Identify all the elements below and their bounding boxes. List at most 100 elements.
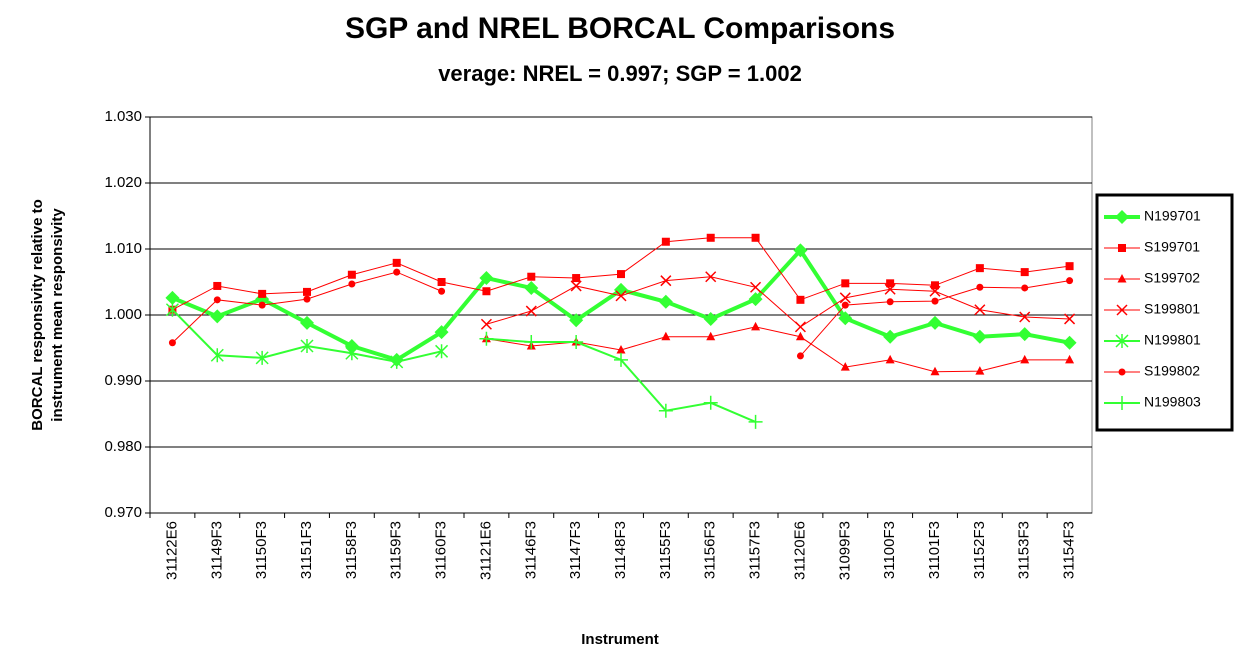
marker bbox=[706, 331, 716, 341]
marker bbox=[706, 233, 715, 242]
marker bbox=[796, 295, 805, 304]
x-tick-label: 31151F3 bbox=[298, 521, 315, 579]
marker bbox=[1066, 277, 1074, 285]
marker bbox=[348, 280, 356, 288]
marker bbox=[569, 313, 584, 328]
legend-label: N199803 bbox=[1144, 394, 1201, 410]
marker bbox=[1020, 354, 1030, 364]
legend-marker bbox=[1118, 368, 1126, 376]
marker bbox=[884, 283, 896, 295]
marker bbox=[392, 258, 401, 267]
x-tick-label: 31153F3 bbox=[1016, 521, 1033, 579]
x-tick-label: 31146F3 bbox=[522, 521, 539, 579]
y-axis-title: BORCAL responsivity relative to bbox=[29, 199, 46, 430]
marker bbox=[796, 352, 804, 360]
y-tick-label: 1.010 bbox=[104, 240, 142, 257]
marker bbox=[1065, 262, 1074, 271]
marker bbox=[748, 414, 763, 429]
marker bbox=[255, 350, 269, 365]
marker bbox=[303, 287, 311, 296]
marker bbox=[705, 271, 717, 283]
marker bbox=[390, 354, 404, 369]
x-tick-label: 31155F3 bbox=[657, 521, 674, 579]
x-tick-label: 31121E6 bbox=[477, 521, 494, 580]
legend-label: S199801 bbox=[1144, 301, 1200, 317]
marker bbox=[748, 292, 763, 307]
x-tick-label: 31148F3 bbox=[612, 521, 629, 579]
marker bbox=[883, 329, 898, 344]
y-tick-label: 0.970 bbox=[104, 504, 142, 521]
legend-label: S199701 bbox=[1144, 239, 1200, 255]
marker bbox=[1021, 284, 1029, 292]
x-tick-label: 31158F3 bbox=[343, 521, 360, 579]
marker bbox=[168, 339, 176, 347]
legend-label: S199802 bbox=[1144, 363, 1200, 379]
legend-marker bbox=[1115, 210, 1129, 224]
legend-marker bbox=[1115, 334, 1129, 348]
x-tick-label: 31122E6 bbox=[163, 521, 180, 580]
marker bbox=[661, 331, 671, 341]
marker bbox=[213, 296, 221, 304]
marker bbox=[572, 274, 581, 283]
marker bbox=[1020, 268, 1029, 277]
marker bbox=[569, 335, 584, 350]
x-tick-label: 31101F3 bbox=[926, 521, 943, 579]
marker bbox=[1019, 311, 1031, 323]
marker bbox=[345, 346, 359, 361]
marker bbox=[974, 304, 986, 316]
marker bbox=[210, 348, 224, 363]
x-tick-label: 31160F3 bbox=[433, 521, 450, 579]
marker bbox=[976, 283, 984, 291]
marker bbox=[750, 281, 762, 293]
marker bbox=[975, 366, 985, 375]
marker bbox=[1062, 335, 1077, 350]
y-tick-label: 0.980 bbox=[104, 438, 142, 455]
marker bbox=[435, 344, 449, 359]
marker bbox=[258, 289, 267, 298]
marker bbox=[661, 237, 670, 246]
x-tick-label: 31100F3 bbox=[881, 521, 898, 579]
marker bbox=[929, 285, 941, 297]
marker bbox=[660, 275, 672, 287]
chart-title: SGP and NREL BORCAL Comparisons bbox=[345, 12, 895, 45]
y-tick-label: 0.990 bbox=[104, 372, 142, 389]
marker bbox=[751, 321, 761, 331]
chart-subtitle: verage: NREL = 0.997; SGP = 1.002 bbox=[438, 61, 802, 86]
marker bbox=[347, 270, 356, 279]
x-tick-label: 31150F3 bbox=[253, 521, 270, 579]
marker bbox=[524, 280, 539, 295]
marker bbox=[931, 297, 939, 305]
legend-marker bbox=[1117, 274, 1127, 283]
marker bbox=[165, 290, 180, 305]
x-tick-label: 31157F3 bbox=[747, 521, 764, 579]
legend-marker bbox=[1115, 396, 1129, 410]
marker bbox=[885, 354, 895, 364]
marker bbox=[570, 280, 582, 292]
legend-label: S199702 bbox=[1144, 270, 1200, 286]
marker bbox=[972, 329, 987, 344]
marker bbox=[841, 301, 849, 309]
legend-label: N199701 bbox=[1144, 208, 1201, 224]
legend-label: N199801 bbox=[1144, 332, 1201, 348]
marker bbox=[838, 311, 853, 326]
marker bbox=[793, 243, 808, 258]
x-tick-label: 31149F3 bbox=[208, 521, 225, 579]
marker bbox=[886, 298, 894, 306]
marker bbox=[479, 271, 494, 286]
marker bbox=[839, 292, 851, 304]
marker bbox=[527, 272, 536, 281]
legend-marker bbox=[1118, 244, 1126, 252]
marker bbox=[165, 302, 179, 317]
marker bbox=[438, 287, 446, 295]
marker bbox=[886, 279, 895, 288]
marker bbox=[840, 362, 850, 371]
marker bbox=[480, 318, 492, 330]
y-axis-title: instrument mean responsivity bbox=[49, 208, 66, 422]
marker bbox=[393, 268, 401, 276]
legend-marker bbox=[1116, 304, 1128, 316]
marker bbox=[703, 395, 718, 410]
marker bbox=[658, 294, 673, 309]
marker bbox=[751, 233, 760, 242]
x-tick-label: 31099F3 bbox=[836, 521, 853, 580]
